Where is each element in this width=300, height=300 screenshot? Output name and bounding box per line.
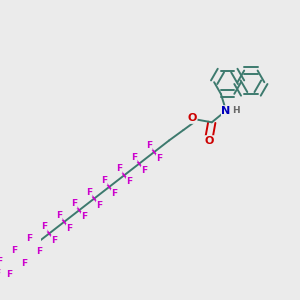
Text: F: F: [131, 153, 137, 162]
Text: F: F: [56, 211, 62, 220]
Text: N: N: [221, 106, 231, 116]
Text: F: F: [0, 257, 2, 266]
Text: F: F: [116, 164, 122, 173]
Text: F: F: [51, 236, 57, 244]
Text: F: F: [141, 166, 147, 175]
Text: F: F: [11, 246, 17, 255]
Text: F: F: [96, 201, 102, 210]
Text: F: F: [86, 188, 92, 196]
Text: O: O: [188, 113, 197, 123]
Text: F: F: [71, 199, 77, 208]
Text: F: F: [21, 259, 27, 268]
Text: F: F: [101, 176, 107, 185]
Text: F: F: [146, 141, 152, 150]
Text: F: F: [36, 247, 42, 256]
Text: F: F: [66, 224, 72, 233]
Text: F: F: [0, 269, 1, 278]
Text: O: O: [205, 136, 214, 146]
Text: H: H: [232, 106, 239, 115]
Text: F: F: [81, 212, 87, 221]
Text: F: F: [41, 223, 47, 232]
Text: F: F: [156, 154, 162, 163]
Text: F: F: [6, 270, 12, 279]
Text: F: F: [126, 177, 132, 186]
Text: F: F: [111, 189, 117, 198]
Text: F: F: [26, 234, 32, 243]
